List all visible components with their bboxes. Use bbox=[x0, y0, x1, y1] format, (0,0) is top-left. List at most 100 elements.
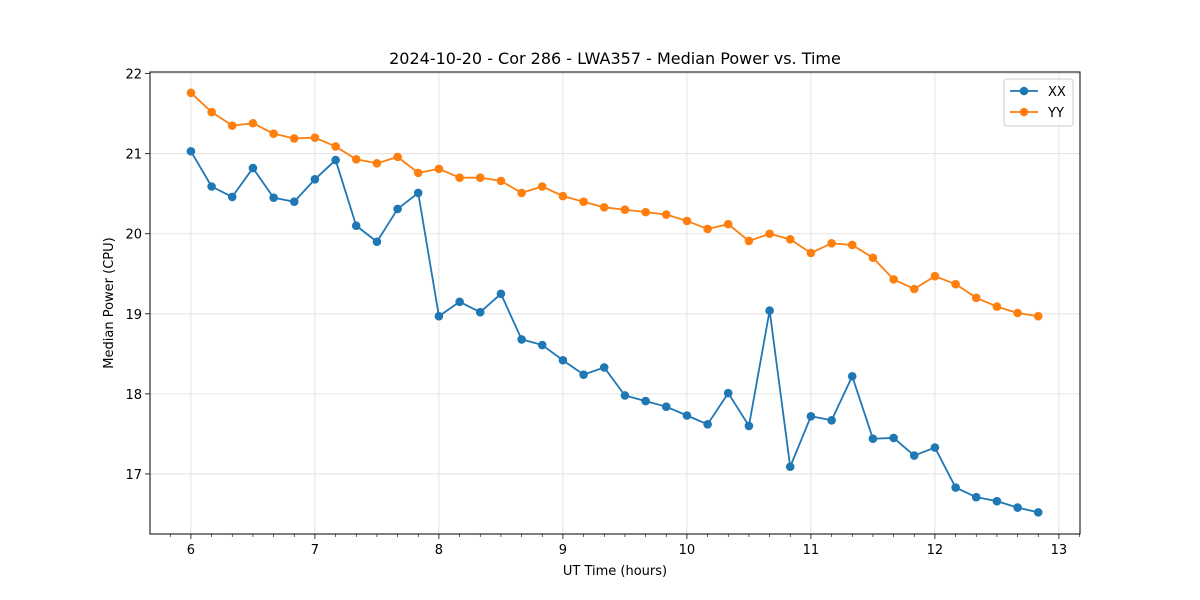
data-point-xx bbox=[351, 221, 361, 231]
data-point-xx bbox=[269, 193, 278, 203]
data-point-yy bbox=[207, 107, 216, 117]
data-point-yy bbox=[1033, 311, 1043, 321]
chart-title: 2024-10-20 - Cor 286 - LWA357 - Median P… bbox=[389, 49, 841, 68]
data-point-xx bbox=[372, 237, 382, 247]
x-tick-label: 9 bbox=[559, 543, 567, 558]
x-tick-label: 7 bbox=[311, 543, 319, 558]
y-tick-label: 21 bbox=[125, 148, 142, 163]
data-point-xx bbox=[703, 420, 712, 429]
data-point-xx bbox=[475, 307, 485, 317]
legend-marker-yy bbox=[1019, 107, 1029, 117]
data-point-yy bbox=[186, 88, 196, 98]
data-point-yy bbox=[558, 191, 568, 201]
data-point-yy bbox=[951, 279, 960, 289]
data-point-yy bbox=[723, 219, 733, 229]
data-point-xx bbox=[661, 402, 671, 411]
data-point-yy bbox=[413, 168, 423, 178]
data-point-yy bbox=[827, 239, 836, 248]
axis-ticks: 6 7 8 9 10 11 12 13 17 18 19 20 21 22 bbox=[125, 68, 1080, 558]
x-tick-label: 13 bbox=[1051, 543, 1068, 558]
data-point-xx bbox=[558, 355, 568, 365]
data-point-yy bbox=[909, 284, 919, 294]
data-point-xx bbox=[207, 182, 216, 191]
data-point-yy bbox=[785, 235, 795, 244]
data-point-yy bbox=[806, 248, 816, 258]
data-point-yy bbox=[351, 154, 361, 164]
data-point-xx bbox=[227, 192, 237, 202]
data-point-xx bbox=[1013, 503, 1022, 512]
data-point-yy bbox=[455, 173, 464, 182]
plot-area bbox=[186, 88, 1043, 517]
data-point-xx bbox=[827, 416, 836, 425]
data-point-xx bbox=[248, 163, 258, 173]
data-point-xx bbox=[331, 155, 340, 165]
data-point-xx bbox=[517, 335, 526, 344]
data-point-xx bbox=[847, 371, 857, 381]
data-point-yy bbox=[992, 302, 1002, 311]
data-point-xx bbox=[537, 340, 547, 350]
data-point-xx bbox=[620, 391, 630, 400]
data-point-yy bbox=[661, 210, 671, 219]
data-point-xx bbox=[186, 146, 196, 156]
data-point-xx bbox=[1033, 508, 1043, 517]
y-tick-label: 17 bbox=[125, 468, 142, 483]
legend-label-xx: XX bbox=[1048, 85, 1066, 100]
data-point-xx bbox=[682, 411, 692, 420]
y-tick-label: 22 bbox=[125, 68, 142, 83]
legend-marker-xx bbox=[1019, 86, 1029, 96]
data-point-yy bbox=[227, 121, 237, 130]
legend: XX YY bbox=[1003, 78, 1074, 127]
x-tick-label: 8 bbox=[435, 543, 443, 558]
data-point-xx bbox=[909, 451, 919, 460]
data-point-yy bbox=[496, 176, 506, 186]
data-point-yy bbox=[599, 203, 609, 212]
data-point-xx bbox=[992, 496, 1002, 506]
x-tick-label: 11 bbox=[803, 543, 820, 558]
data-point-xx bbox=[785, 462, 795, 472]
data-point-xx bbox=[889, 433, 898, 443]
y-tick-label: 19 bbox=[125, 308, 142, 323]
data-point-xx bbox=[434, 311, 444, 321]
grid bbox=[150, 72, 1080, 534]
data-point-xx bbox=[744, 421, 754, 431]
data-point-xx bbox=[393, 204, 402, 214]
data-point-yy bbox=[310, 133, 320, 142]
data-point-xx bbox=[868, 434, 878, 444]
axes-frame bbox=[149, 71, 1081, 535]
data-point-xx bbox=[971, 492, 981, 502]
data-point-yy bbox=[765, 229, 774, 239]
x-tick-label: 12 bbox=[927, 543, 944, 558]
data-point-xx bbox=[806, 411, 816, 421]
data-point-yy bbox=[682, 216, 692, 226]
data-point-yy bbox=[889, 275, 898, 284]
data-point-yy bbox=[1013, 308, 1022, 318]
legend-label-yy: YY bbox=[1047, 106, 1064, 121]
data-point-yy bbox=[847, 240, 857, 250]
data-point-yy bbox=[289, 134, 299, 143]
data-point-xx bbox=[599, 363, 609, 372]
data-point-xx bbox=[951, 483, 960, 492]
data-point-yy bbox=[475, 173, 485, 182]
data-point-yy bbox=[641, 207, 650, 217]
data-point-xx bbox=[289, 197, 299, 207]
data-point-yy bbox=[930, 271, 940, 281]
series-line-xx bbox=[190, 150, 1039, 514]
x-tick-label: 6 bbox=[187, 543, 195, 558]
data-point-yy bbox=[372, 158, 382, 168]
data-point-xx bbox=[723, 388, 733, 398]
data-point-xx bbox=[310, 174, 320, 184]
data-point-yy bbox=[248, 118, 258, 128]
data-point-yy bbox=[971, 293, 981, 303]
y-axis-label: Median Power (CPU) bbox=[102, 237, 117, 368]
data-point-yy bbox=[744, 236, 754, 246]
data-point-xx bbox=[641, 396, 650, 406]
x-tick-label: 10 bbox=[679, 543, 696, 558]
y-tick-label: 18 bbox=[125, 388, 142, 403]
data-point-yy bbox=[620, 205, 630, 215]
data-point-yy bbox=[537, 182, 547, 191]
data-point-yy bbox=[868, 253, 878, 263]
data-point-yy bbox=[331, 142, 340, 151]
data-point-yy bbox=[517, 188, 526, 198]
x-axis-label: UT Time (hours) bbox=[563, 564, 667, 579]
